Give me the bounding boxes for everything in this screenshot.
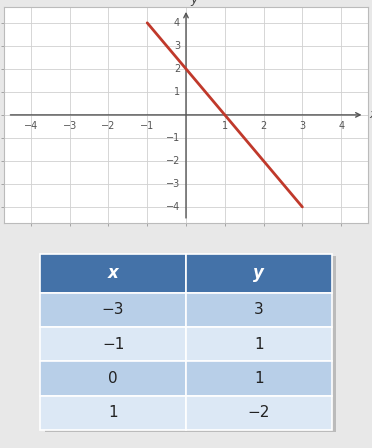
Text: 2: 2 [260,121,267,131]
Text: −3: −3 [62,121,77,131]
Text: 3: 3 [299,121,305,131]
Text: 1: 1 [254,371,264,386]
Text: 1: 1 [254,337,264,352]
Text: −3: −3 [166,179,180,189]
Text: x: x [369,108,372,121]
FancyBboxPatch shape [40,254,186,293]
Text: −2: −2 [166,156,180,166]
Text: −1: −1 [140,121,154,131]
Text: 1: 1 [174,87,180,97]
Text: 2: 2 [174,64,180,74]
FancyBboxPatch shape [186,254,332,293]
FancyBboxPatch shape [40,396,186,430]
Text: −3: −3 [102,302,124,318]
Text: y: y [253,264,264,282]
Text: 1: 1 [108,405,118,420]
Text: −2: −2 [101,121,116,131]
FancyBboxPatch shape [40,361,186,396]
Text: 4: 4 [338,121,344,131]
Text: x: x [108,264,118,282]
FancyBboxPatch shape [40,327,186,361]
FancyBboxPatch shape [45,256,336,432]
Text: −1: −1 [166,133,180,143]
FancyBboxPatch shape [186,361,332,396]
Text: 1: 1 [222,121,228,131]
Text: 3: 3 [174,41,180,51]
Text: 0: 0 [108,371,118,386]
FancyBboxPatch shape [186,396,332,430]
Text: −2: −2 [248,405,270,420]
Text: 4: 4 [174,18,180,28]
Text: y: y [191,0,198,6]
Text: −4: −4 [24,121,38,131]
FancyBboxPatch shape [186,327,332,361]
Text: −1: −1 [102,337,124,352]
FancyBboxPatch shape [186,293,332,327]
Text: 3: 3 [254,302,264,318]
FancyBboxPatch shape [40,293,186,327]
Text: −4: −4 [166,202,180,212]
